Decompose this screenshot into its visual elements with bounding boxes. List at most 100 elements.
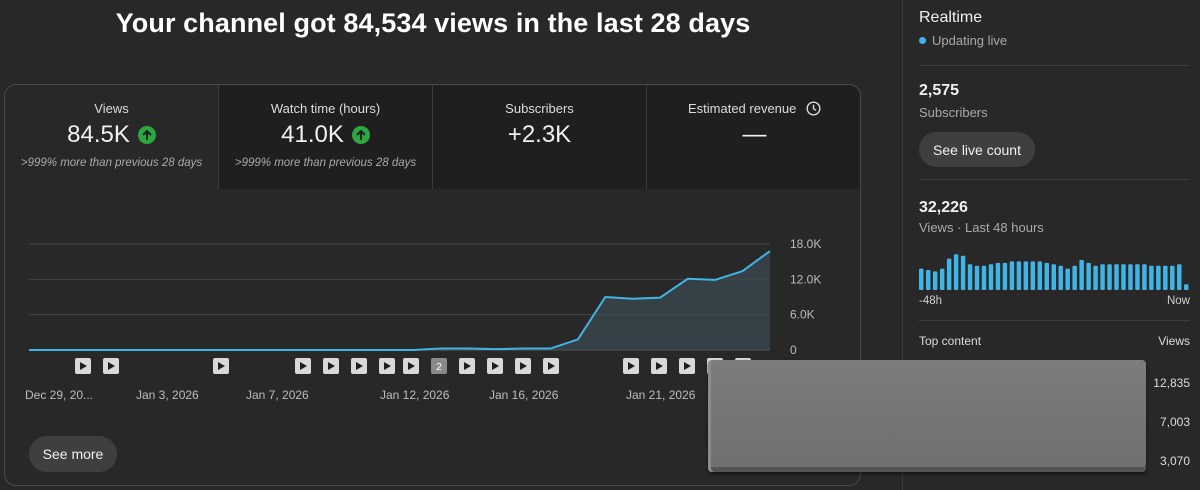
mini-bar	[967, 264, 973, 290]
x-tick-label: Dec 29, 20...	[25, 388, 94, 402]
mini-bar	[1100, 264, 1105, 290]
top-content-views-col: Views	[1158, 334, 1190, 348]
mini-bar	[1072, 265, 1077, 290]
video-marker[interactable]	[515, 358, 531, 374]
metric-value-row: —	[647, 121, 860, 149]
mini-bar	[1030, 261, 1036, 290]
mini-bar	[946, 258, 952, 290]
arrow-up-icon	[137, 126, 156, 144]
metric-value: 41.0K	[281, 121, 344, 148]
video-marker[interactable]	[103, 358, 119, 374]
mini-bar	[1170, 265, 1175, 290]
x-tick-label: Jan 21, 2026	[626, 388, 696, 402]
mini-bar	[1016, 261, 1022, 290]
y-tick-label: 0	[790, 343, 797, 357]
video-marker[interactable]	[295, 358, 311, 374]
mini-bar	[1058, 265, 1063, 290]
mini-bar	[988, 264, 994, 290]
divider	[919, 65, 1190, 66]
divider	[919, 179, 1190, 180]
mini-bar	[974, 265, 980, 290]
video-marker[interactable]	[543, 358, 559, 374]
mini-bar	[1142, 264, 1147, 290]
x-tick-label: Jan 12, 2026	[380, 388, 450, 402]
analytics-card: Views 84.5K >999% more than previous 28 …	[4, 84, 861, 486]
mini-bar	[1023, 261, 1029, 290]
metric-value-row: +2.3K	[433, 121, 646, 149]
metric-tab-subscribers[interactable]: Subscribers +2.3K	[433, 85, 647, 189]
mini-bar	[1128, 264, 1133, 290]
video-marker[interactable]	[459, 358, 475, 374]
views-48h-label: Views · Last 48 hours	[919, 220, 1044, 235]
mini-bar	[939, 268, 945, 290]
mini-bar	[1177, 264, 1182, 290]
metric-tabs: Views 84.5K >999% more than previous 28 …	[5, 85, 860, 189]
metric-value: 84.5K	[67, 121, 130, 148]
mini-bar	[1002, 262, 1008, 290]
metric-tab-watch-time[interactable]: Watch time (hours) 41.0K >999% more than…	[219, 85, 433, 189]
mini-bar	[1135, 264, 1140, 290]
video-marker[interactable]	[651, 358, 667, 374]
mini-bar	[1051, 264, 1056, 290]
top-content-views: 3,070	[1159, 454, 1190, 468]
metric-label: Watch time (hours)	[270, 101, 381, 116]
metric-tab-views[interactable]: Views 84.5K >999% more than previous 28 …	[5, 85, 219, 189]
x-tick-label: Jan 3, 2026	[136, 388, 199, 402]
mini-bar	[1156, 265, 1161, 290]
top-content-label: Top content	[919, 334, 982, 348]
video-marker[interactable]	[75, 358, 91, 374]
mini-axis-start: -48h	[919, 295, 943, 307]
metric-label-row: Estimated revenue	[647, 101, 860, 116]
video-marker[interactable]	[213, 358, 229, 374]
clock-icon	[806, 101, 821, 116]
x-tick-label: Jan 7, 2026	[246, 388, 309, 402]
mini-bar	[932, 271, 938, 290]
mini-bar	[1121, 264, 1126, 290]
see-more-button[interactable]: See more	[29, 436, 117, 472]
see-live-count-button[interactable]: See live count	[919, 132, 1035, 167]
top-content-views: 12,835	[1153, 376, 1190, 390]
metric-label: Estimated revenue	[687, 101, 797, 116]
top-content-header: Top content Views	[919, 334, 1190, 348]
video-marker[interactable]	[323, 358, 339, 374]
mini-bar	[1093, 265, 1098, 290]
top-content-views: 7,003	[1159, 415, 1190, 429]
video-marker[interactable]	[679, 358, 695, 374]
video-marker[interactable]	[487, 358, 503, 374]
metric-label: Subscribers	[505, 101, 574, 116]
metric-tab-revenue[interactable]: Estimated revenue —	[647, 85, 860, 189]
mini-bar	[925, 270, 931, 290]
arrow-up-icon	[351, 126, 370, 144]
mini-bar	[960, 255, 966, 290]
redaction-box	[708, 360, 1146, 472]
mini-bar	[995, 262, 1001, 290]
divider	[919, 320, 1190, 321]
views-48h-count: 32,226	[919, 199, 968, 216]
metric-value-row: 41.0K	[219, 121, 432, 149]
y-tick-label: 18.0K	[790, 237, 821, 251]
mini-bar	[919, 268, 924, 290]
y-tick-label: 6.0K	[790, 308, 815, 322]
metric-value: —	[742, 121, 767, 148]
video-marker[interactable]: 2	[431, 358, 447, 374]
video-marker[interactable]	[403, 358, 419, 374]
series-line	[29, 250, 771, 351]
mini-bar	[1086, 262, 1091, 290]
subscriber-count: 2,575	[919, 82, 960, 99]
series-area	[29, 251, 770, 350]
metric-comparison: >999% more than previous 28 days	[20, 157, 203, 169]
metric-value: +2.3K	[507, 121, 572, 148]
metric-value-row: 84.5K	[5, 121, 218, 149]
mini-bar	[1184, 284, 1189, 290]
video-marker[interactable]	[351, 358, 367, 374]
mini-bar	[1149, 265, 1154, 290]
svg-text:2: 2	[436, 362, 442, 373]
video-marker[interactable]	[623, 358, 639, 374]
video-marker[interactable]	[379, 358, 395, 374]
mini-bar	[981, 265, 987, 290]
mini-bar	[1114, 264, 1119, 290]
y-tick-label: 12.0K	[790, 272, 821, 286]
mini-bar	[953, 254, 959, 290]
x-tick-label: Jan 16, 2026	[489, 388, 559, 402]
mini-bar	[1009, 261, 1015, 290]
